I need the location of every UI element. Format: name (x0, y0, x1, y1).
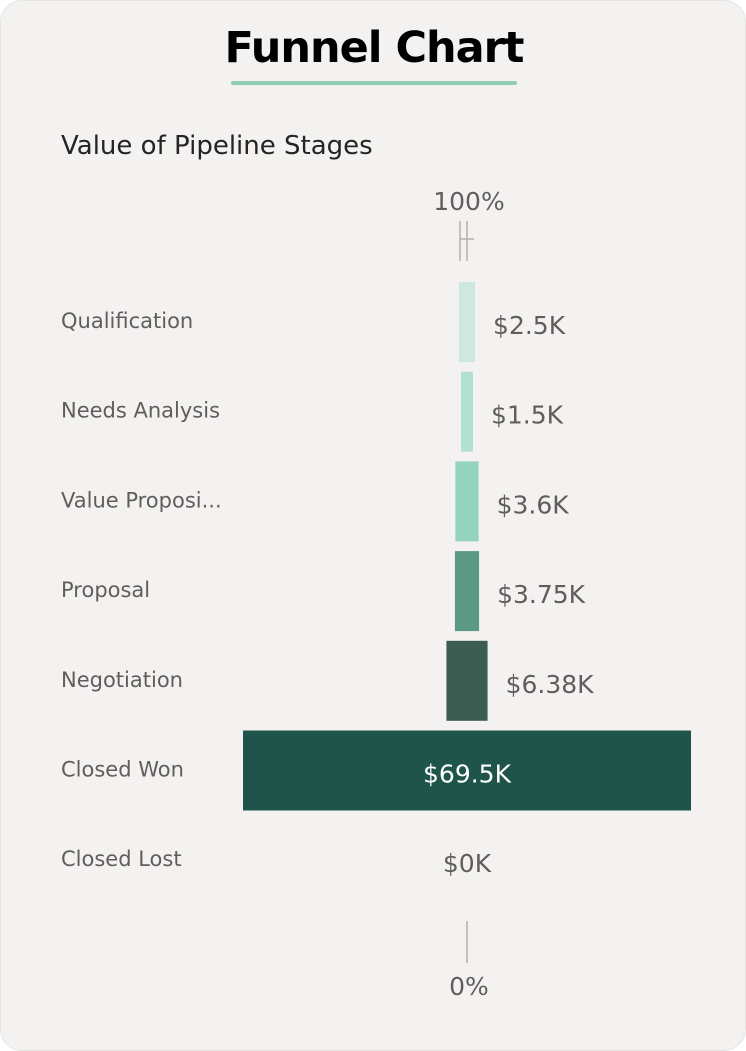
value-label: $0K (443, 849, 492, 878)
category-label: Value Proposi... (61, 488, 222, 512)
funnel-bar[interactable] (243, 730, 691, 811)
funnel-bar[interactable] (455, 461, 479, 542)
category-label: Needs Analysis (61, 399, 220, 423)
page-title: Funnel Chart (224, 23, 525, 73)
value-label: $3.6K (497, 490, 570, 519)
category-label: Proposal (61, 578, 150, 602)
funnel-bar[interactable] (461, 371, 473, 452)
bottom-percent-label: 0% (449, 972, 489, 1001)
category-label: Closed Lost (61, 847, 182, 871)
category-label: Qualification (61, 309, 193, 333)
funnel-bar[interactable] (446, 640, 488, 721)
title-underline (231, 81, 517, 85)
value-label: $3.75K (497, 580, 586, 609)
value-label: $2.5K (493, 311, 566, 340)
category-label: Negotiation (61, 668, 183, 692)
chart-title: Value of Pipeline Stages (61, 131, 373, 161)
funnel-bar[interactable] (454, 551, 480, 632)
category-label: Closed Won (61, 758, 184, 782)
funnel-bar[interactable] (458, 282, 476, 362)
value-label: $69.5K (423, 760, 512, 789)
value-label: $1.5K (491, 401, 564, 430)
value-label: $6.38K (506, 670, 595, 699)
top-percent-label: 100% (433, 187, 504, 216)
